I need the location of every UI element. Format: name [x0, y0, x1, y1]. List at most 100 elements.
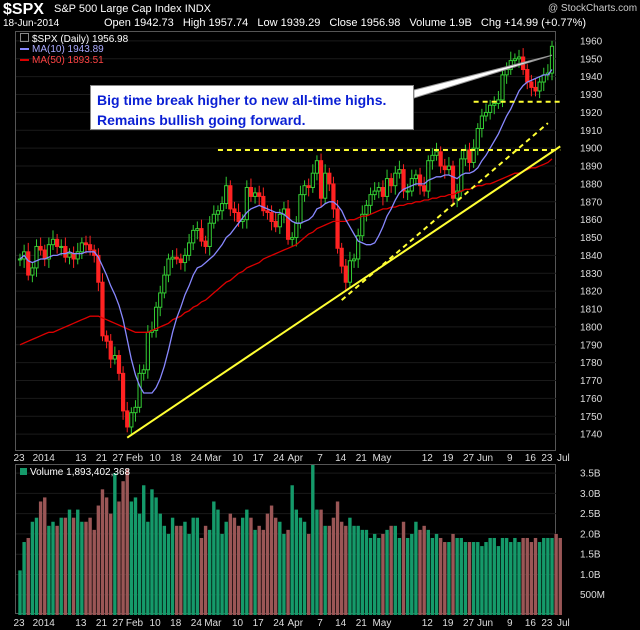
ma10-line [19, 69, 553, 394]
volume-bar [492, 537, 496, 615]
volume-bar [381, 533, 385, 615]
volume-bar [302, 521, 307, 615]
candle-body [75, 251, 80, 260]
volume-bar [224, 521, 228, 615]
candle-body [422, 185, 427, 192]
volume-tick-label: 2.5B [580, 509, 601, 520]
volume-bar [34, 517, 39, 615]
candle-body [55, 238, 60, 247]
price-tick-label: 1820 [580, 287, 603, 298]
candle-body [347, 260, 353, 283]
volume-bar [500, 537, 505, 615]
candle-body [339, 247, 344, 267]
volume-bar [220, 533, 224, 615]
volume-bar [488, 537, 492, 615]
legend-ma10-label: MA(10) 1943.89 [32, 44, 104, 55]
x-tick-label-bottom: 27 [112, 618, 124, 629]
volume-bar [100, 489, 105, 615]
volume-bar [430, 537, 435, 615]
candle-body [42, 249, 47, 260]
candle-body [178, 258, 183, 264]
volume-bar [459, 537, 463, 615]
volume-bar [319, 509, 323, 615]
price-tick-label: 1850 [580, 233, 603, 244]
volume-bar [542, 537, 546, 615]
volume-bar [443, 542, 447, 615]
candle-body [549, 45, 555, 74]
low-value: 1939.29 [280, 17, 321, 29]
volume-tick-label: 1.0B [580, 570, 601, 581]
x-tick-label-bottom: 21 [96, 618, 108, 629]
candle-body [389, 178, 394, 187]
x-tick-label-bottom: 21 [356, 618, 368, 629]
candle-body [215, 210, 221, 215]
candle-body [364, 204, 369, 215]
price-tick-label: 1870 [580, 197, 603, 208]
volume-bar [154, 497, 158, 615]
candle-body [430, 154, 435, 162]
volume-bar [125, 469, 129, 615]
candle-body [108, 340, 113, 360]
x-tick-label-bottom: 24 [273, 618, 285, 629]
candle-body [79, 242, 84, 253]
x-tick-label: 24 [191, 453, 203, 464]
candle-body [244, 186, 249, 221]
candle-body [327, 172, 332, 185]
candle-body [488, 104, 493, 113]
price-tick-label: 1840 [580, 251, 603, 262]
volume-bar [216, 509, 220, 615]
volume-bar [63, 517, 68, 615]
volume-bar [282, 533, 286, 615]
candle-body [265, 210, 270, 214]
legend-price-swatch [20, 33, 29, 42]
volume-bar [129, 501, 134, 615]
volume-bar [286, 529, 290, 615]
volume-bar [88, 517, 92, 615]
volume-tick-label: 1.5B [580, 550, 601, 561]
x-tick-label: Mar [204, 453, 222, 464]
volume-bar [170, 517, 175, 615]
candle-body [219, 203, 225, 212]
price-tick-label: 1810 [580, 305, 603, 316]
volume-bar [377, 537, 381, 615]
legend-volume-label: Volume 1,893,402,368 [30, 467, 131, 478]
legend-ma50: MA(50) 1893.51 [20, 55, 104, 66]
volume-bar [245, 509, 249, 615]
callout-pointer [413, 54, 553, 99]
volume-bar [121, 481, 125, 615]
price-tick-label: 1910 [580, 126, 603, 137]
candle-body [100, 281, 105, 337]
candle-body [483, 111, 489, 117]
candle-body [59, 245, 64, 248]
volume-bar [30, 521, 35, 615]
volume-bar [368, 537, 373, 615]
volume-bar [451, 533, 455, 615]
volume-bar [509, 542, 513, 615]
candle-body [141, 369, 146, 374]
x-tick-label: 7 [317, 453, 323, 464]
candle-body [512, 58, 517, 62]
candle-body [298, 194, 303, 224]
legend-ma50-swatch [20, 59, 29, 62]
candle-body [380, 186, 386, 197]
volume-bar [298, 517, 303, 615]
volume-bar [410, 533, 414, 615]
x-tick-label: 18 [170, 453, 182, 464]
candle-body [376, 186, 381, 192]
price-chart: 1740 1750 1760 1770 1780 1790 1800 1810 1820 1830… [16, 36, 603, 441]
volume-bar [183, 521, 187, 615]
volume-bar [203, 525, 208, 615]
x-tick-label: Feb [126, 453, 144, 464]
candle-body [529, 81, 534, 88]
candle-body [166, 258, 171, 276]
candle-body [310, 172, 315, 188]
legend-volume: Volume 1,893,402,368 [20, 467, 130, 478]
candle-body [302, 185, 307, 196]
volume-bar [389, 525, 393, 615]
volume-bar [26, 537, 30, 615]
volume-bar [76, 509, 80, 615]
volume-bar [96, 505, 101, 615]
volume-bar [323, 525, 327, 615]
candle-body [162, 274, 167, 294]
candle-body [88, 244, 93, 251]
